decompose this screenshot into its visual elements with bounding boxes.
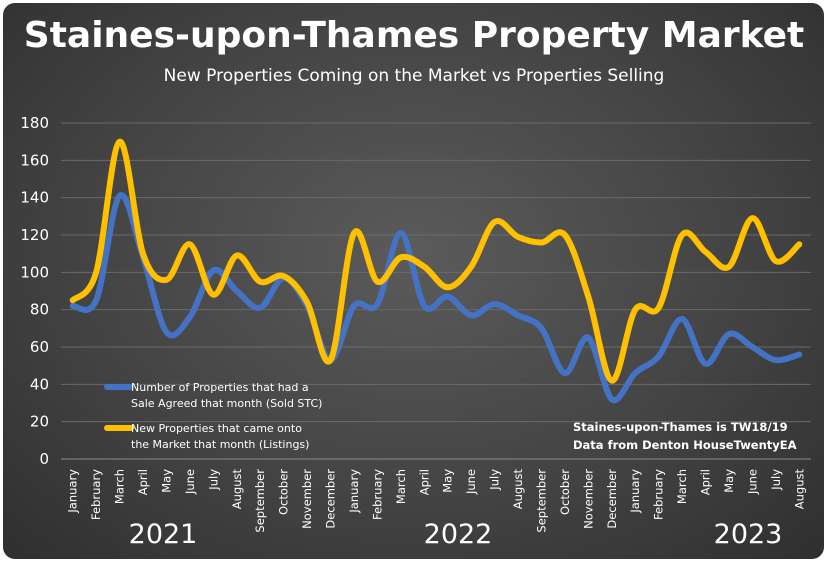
y-axis-ticks: 0 20 40 60 80 100 120 140 160 180 bbox=[20, 114, 49, 468]
x-tick-label: December bbox=[605, 469, 619, 529]
series-lines bbox=[69, 138, 803, 404]
x-tick-label: March bbox=[394, 469, 408, 504]
y-tick-label: 180 bbox=[20, 114, 49, 132]
x-tick-label: September bbox=[534, 469, 548, 533]
series-line-sold-stc bbox=[69, 192, 803, 404]
y-tick-label: 160 bbox=[20, 151, 49, 169]
x-tick-label: May bbox=[441, 469, 455, 493]
x-tick-label: April bbox=[136, 469, 150, 495]
x-tick-label: November bbox=[300, 469, 314, 529]
x-tick-label: April bbox=[417, 469, 431, 495]
x-tick-label: July bbox=[488, 469, 502, 491]
y-tick-label: 20 bbox=[30, 413, 49, 431]
legend: Number of Properties that had a Sale Agre… bbox=[104, 381, 322, 451]
x-tick-label: May bbox=[159, 469, 173, 493]
x-tick-label: August bbox=[230, 469, 244, 510]
series-line-listings bbox=[69, 138, 803, 384]
y-tick-label: 40 bbox=[30, 375, 49, 393]
x-tick-label: December bbox=[324, 469, 338, 529]
x-tick-label: June bbox=[745, 469, 759, 495]
chart-subtitle: New Properties Coming on the Market vs P… bbox=[164, 66, 665, 86]
x-tick-label: May bbox=[722, 469, 736, 493]
y-tick-label: 140 bbox=[20, 189, 49, 207]
year-label: 2023 bbox=[714, 519, 783, 550]
x-tick-label: August bbox=[511, 469, 525, 510]
source-note: Staines-upon-Thames is TW18/19 Data from … bbox=[573, 420, 797, 452]
x-tick-label: March bbox=[113, 469, 127, 504]
source-note-line: Data from Denton HouseTwentyEA bbox=[573, 438, 797, 452]
y-tick-label: 0 bbox=[39, 450, 49, 468]
x-tick-label: July bbox=[769, 469, 783, 491]
legend-label: Sale Agreed that month (Sold STC) bbox=[131, 397, 322, 410]
legend-label: New Properties that came onto bbox=[131, 422, 302, 435]
x-tick-label: October bbox=[277, 469, 291, 515]
y-tick-label: 120 bbox=[20, 226, 49, 244]
x-axis-ticks: January February March April May June July Augu… bbox=[66, 469, 807, 533]
x-tick-label: March bbox=[675, 469, 689, 504]
x-tick-label: July bbox=[206, 469, 220, 491]
x-tick-label: February bbox=[370, 469, 384, 520]
y-tick-label: 80 bbox=[30, 301, 49, 319]
source-note-line: Staines-upon-Thames is TW18/19 bbox=[573, 420, 788, 434]
x-tick-label: August bbox=[792, 469, 806, 510]
y-tick-label: 100 bbox=[20, 263, 49, 281]
x-tick-label: June bbox=[183, 469, 197, 495]
x-tick-label: October bbox=[558, 469, 572, 515]
x-tick-label: November bbox=[581, 469, 595, 529]
x-tick-label: June bbox=[464, 469, 478, 495]
y-tick-label: 60 bbox=[30, 338, 49, 356]
legend-label: the Market that month (Listings) bbox=[131, 438, 309, 451]
line-chart: Staines-upon-Thames Property Market New … bbox=[20, 15, 811, 550]
x-tick-label: February bbox=[89, 469, 103, 520]
gridlines bbox=[61, 122, 811, 460]
chart-panel: Staines-upon-Thames Property Market New … bbox=[3, 3, 824, 559]
x-tick-label: January bbox=[628, 469, 642, 514]
x-tick-label: January bbox=[347, 469, 361, 514]
legend-label: Number of Properties that had a bbox=[131, 381, 309, 394]
year-labels: 2021 2022 2023 bbox=[129, 519, 783, 550]
chart-title: Staines-upon-Thames Property Market bbox=[24, 15, 804, 56]
x-tick-label: January bbox=[66, 469, 80, 514]
x-tick-label: September bbox=[253, 469, 267, 533]
year-label: 2022 bbox=[424, 519, 493, 550]
x-tick-label: April bbox=[699, 469, 713, 495]
year-label: 2021 bbox=[129, 519, 198, 550]
x-tick-label: February bbox=[652, 469, 666, 520]
